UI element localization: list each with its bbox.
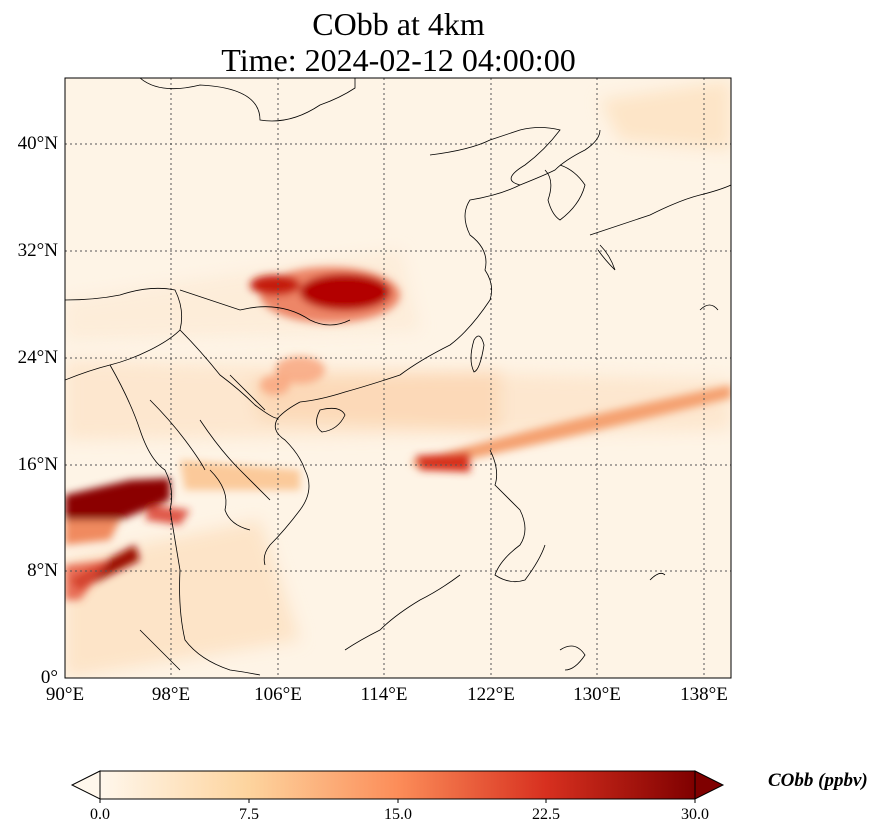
colorbar-tick-label: 0.0 [90,806,110,823]
lon-tick-label: 122°E [467,684,515,705]
lat-tick-label: 8°N [27,560,58,581]
map-title: CObb at 4km [312,6,485,42]
lat-tick-label: 40°N [17,133,58,154]
colorbar-tick-label: 15.0 [384,806,412,823]
lon-tick-label: 138°E [680,684,728,705]
lat-tick-label: 0° [40,667,58,688]
colorbar-tick-label: 30.0 [681,806,709,823]
map-subtitle: Time: 2024-02-12 04:00:00 [221,42,576,78]
colorbar-tick-label: 22.5 [532,806,560,823]
colorbar [70,770,725,803]
gridlines [65,78,731,678]
lon-tick-label: 90°E [45,684,85,705]
concentration-field [65,78,731,678]
lat-tick-label: 16°N [17,454,58,475]
lon-tick-label: 106°E [254,684,302,705]
lon-tick-label: 114°E [360,684,408,705]
map-frame [64,77,732,679]
lon-tick-label: 98°E [151,684,191,705]
colorbar-label: CObb (ppbv) [768,770,868,791]
lat-tick-label: 32°N [17,240,58,261]
colorbar-tick-label: 7.5 [239,806,259,823]
lon-tick-label: 130°E [573,684,621,705]
coastlines [65,78,731,676]
lat-tick-label: 24°N [17,347,58,368]
